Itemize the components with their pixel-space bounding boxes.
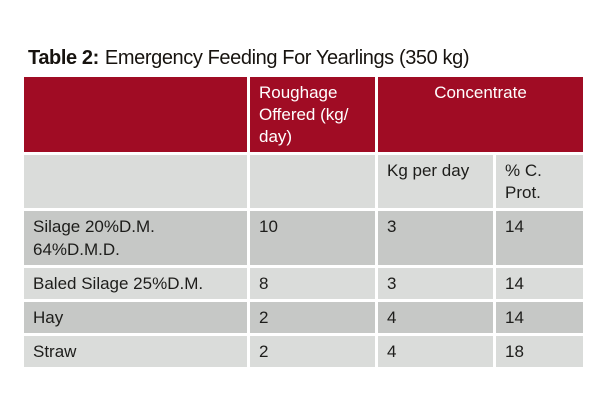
- cell-concentrate-kg-value: 3: [375, 208, 496, 268]
- cell-roughage-value: 10: [247, 208, 378, 268]
- cell-feed-name: Silage 20%D.M. 64%D.M.D.: [21, 208, 250, 268]
- table-title-text: Emergency Feeding For Yearlings (350 kg): [104, 47, 470, 69]
- header-cell-roughage: Roughage Offered (kg/ day): [247, 73, 378, 156]
- subheader-row: Kg per day % C. Prot.: [21, 152, 586, 212]
- subheader-cell-kg-per-day: Kg per day: [375, 152, 496, 212]
- cell-concentrate-prot-value: 14: [493, 298, 586, 336]
- table-row: Baled Silage 25%D.M. 8 3 14: [21, 264, 586, 302]
- subheader-cell-roughage-blank: [247, 152, 378, 212]
- cell-roughage-value: 2: [247, 298, 378, 336]
- table-row: Hay 2 4 14: [21, 298, 586, 336]
- header-cell-feed-blank: [21, 73, 250, 156]
- table-title-label: Table 2:: [28, 47, 99, 69]
- cell-concentrate-kg-value: 4: [375, 332, 496, 370]
- subheader-cell-pct-c-prot: % C. Prot.: [493, 152, 586, 212]
- header-row: Roughage Offered (kg/ day) Concentrate: [21, 73, 586, 156]
- cell-concentrate-kg-value: 3: [375, 264, 496, 302]
- cell-concentrate-prot-value: 14: [493, 264, 586, 302]
- subheader-cell-feed-blank: [21, 152, 250, 212]
- cell-concentrate-kg-value: 4: [375, 298, 496, 336]
- cell-roughage-value: 8: [247, 264, 378, 302]
- table-row: Silage 20%D.M. 64%D.M.D. 10 3 14: [21, 208, 586, 268]
- header-cell-concentrate: Concentrate: [375, 73, 586, 156]
- cell-feed-name: Baled Silage 25%D.M.: [21, 264, 250, 302]
- table-title: Table 2: Emergency Feeding For Yearlings …: [28, 47, 470, 70]
- cell-feed-name: Hay: [21, 298, 250, 336]
- feeding-table: Roughage Offered (kg/ day) Concentrate K…: [21, 73, 586, 370]
- cell-roughage-value: 2: [247, 332, 378, 370]
- cell-feed-name: Straw: [21, 332, 250, 370]
- cell-concentrate-prot-value: 18: [493, 332, 586, 370]
- cell-concentrate-prot-value: 14: [493, 208, 586, 268]
- table-row: Straw 2 4 18: [21, 332, 586, 370]
